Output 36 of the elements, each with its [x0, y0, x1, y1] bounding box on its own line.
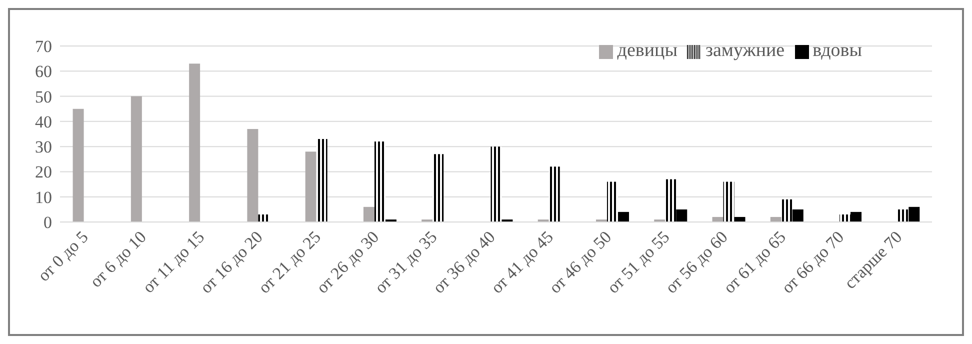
legend-label: вдовы — [812, 40, 862, 61]
bar — [712, 216, 724, 222]
bar — [781, 199, 792, 222]
bar — [490, 146, 502, 222]
bar — [734, 216, 746, 222]
y-tick-label: 60 — [35, 62, 52, 82]
bar — [606, 182, 618, 222]
legend-label: замужние — [705, 40, 785, 61]
bar — [363, 206, 374, 222]
bar — [374, 142, 386, 222]
bar — [770, 216, 782, 222]
bar — [850, 212, 862, 222]
bar — [548, 166, 560, 222]
bar — [247, 128, 258, 222]
y-tick-label: 50 — [35, 87, 52, 106]
y-tick-label: 10 — [35, 188, 52, 207]
bar — [723, 182, 734, 222]
bar — [258, 214, 270, 222]
bar — [898, 209, 909, 222]
legend-label: девицы — [617, 40, 678, 61]
bar — [840, 214, 851, 222]
bar — [676, 209, 688, 222]
bar — [305, 152, 316, 222]
bar — [665, 179, 676, 222]
bar — [316, 139, 328, 222]
bar — [189, 64, 200, 222]
y-tick-label: 20 — [35, 162, 52, 182]
bar — [908, 206, 920, 222]
bar — [618, 212, 629, 222]
bar — [432, 154, 444, 222]
y-tick-label: 40 — [35, 112, 52, 132]
bar — [72, 108, 84, 222]
y-tick-label: 70 — [35, 37, 52, 56]
y-tick-label: 30 — [35, 138, 52, 157]
bar — [130, 96, 142, 222]
bar — [792, 209, 804, 222]
